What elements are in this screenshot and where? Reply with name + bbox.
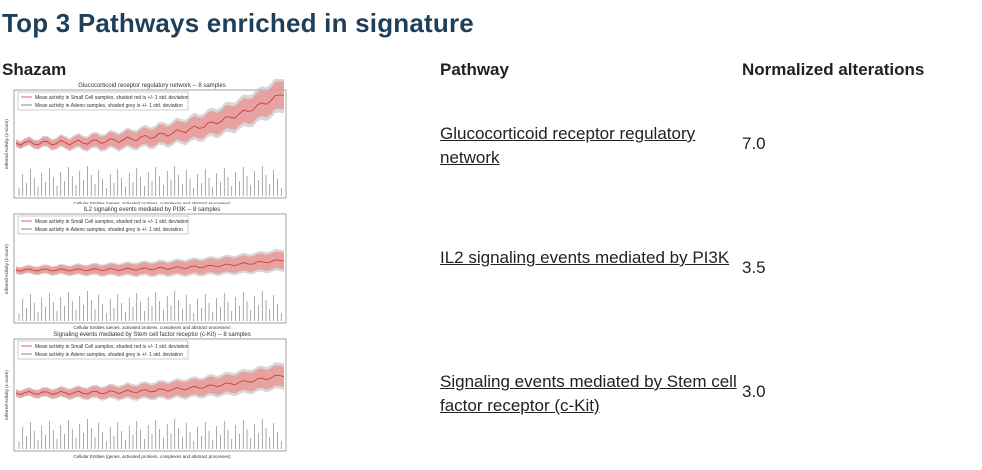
plot-legend [17, 340, 189, 360]
page-title: Top 3 Pathways enriched in signature [2, 8, 474, 38]
plot-ylabel: Inferred Activity (z-score) [4, 119, 9, 169]
shazam-plot-ckit: Signaling events mediated by Stem cell f… [2, 329, 288, 460]
plot-xlabel: Cellular Entities (genes, activated prot… [73, 201, 231, 206]
normalized-alterations-value: 3.5 [742, 258, 766, 277]
legend-grey-label: Mean activity in Adeno samples, shaded g… [35, 352, 183, 358]
plot-entity-labels [18, 291, 282, 321]
pathway-link-glucocorticoid[interactable]: Glucocorticoid receptor regulatory netwo… [440, 124, 696, 167]
red-std-band [16, 251, 284, 276]
normalized-alterations-value: 3.0 [742, 382, 766, 401]
shazam-plot-glucocorticoid: Glucocorticoid receptor regulatory netwo… [2, 79, 288, 207]
plot-entity-labels [18, 166, 282, 196]
plot-frame [13, 213, 287, 324]
plot-frame [13, 89, 287, 199]
legend-grey-label: Mean activity in Adeno samples, shaded g… [35, 227, 183, 233]
shazam-plot-svg: Signaling events mediated by Stem cell f… [4, 332, 287, 459]
plot-bands [15, 362, 285, 402]
legend-red-label: Mean activity in Small Cell samples, sha… [35, 344, 189, 350]
plot-frame [13, 338, 287, 452]
plot-entity-labels [18, 419, 282, 449]
red-std-band [16, 81, 284, 151]
plot-legend [17, 215, 189, 235]
plot-title: IL2 signaling events mediated by PI3K --… [84, 207, 221, 213]
mean-activity-line [15, 94, 285, 146]
pathway-link-ckit[interactable]: Signaling events mediated by Stem cell f… [440, 372, 737, 415]
shazam-plot-il2: IL2 signaling events mediated by PI3K --… [2, 204, 288, 331]
normalized-alterations-value: 7.0 [742, 134, 766, 153]
red-std-band [16, 365, 284, 400]
legend-grey-label: Mean activity in Adeno samples, shaded g… [35, 103, 183, 109]
plot-legend [17, 91, 189, 111]
shazam-plot-svg: IL2 signaling events mediated by PI3K --… [4, 207, 287, 330]
plot-title: Glucocorticoid receptor regulatory netwo… [78, 83, 225, 89]
plot-ylabel: Inferred Activity (z-score) [4, 244, 9, 294]
legend-red-label: Mean activity in Small Cell samples, sha… [35, 95, 189, 101]
shazam-plot-svg: Glucocorticoid receptor regulatory netwo… [4, 79, 287, 206]
plot-xlabel: Cellular Entities (genes, activated prot… [73, 325, 231, 330]
plot-bands [15, 79, 285, 152]
plot-xlabel: Cellular Entities (genes, activated prot… [73, 454, 231, 459]
mean-activity-line [15, 374, 285, 396]
column-header-shazam: Shazam [2, 60, 67, 79]
column-header-normalized-alterations: Normalized alterations [742, 60, 925, 79]
plot-bands [15, 249, 285, 278]
pathway-link-il2[interactable]: IL2 signaling events mediated by PI3K [440, 248, 730, 267]
mean-activity-line [15, 259, 285, 272]
legend-red-label: Mean activity in Small Cell samples, sha… [35, 219, 189, 225]
plot-title: Signaling events mediated by Stem cell f… [53, 332, 250, 338]
plot-ylabel: Inferred Activity (z-score) [4, 370, 9, 420]
column-header-pathway: Pathway [440, 60, 509, 79]
